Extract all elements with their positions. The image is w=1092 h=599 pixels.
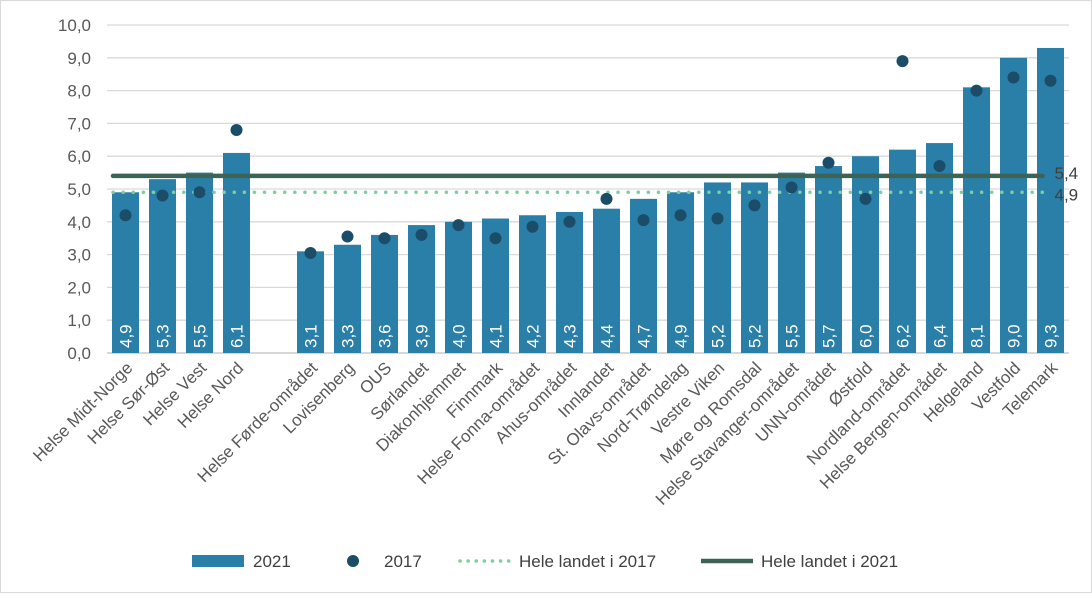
legend: 2021 2017 Hele landet i 2017 Hele landet i … — [192, 552, 898, 571]
dot-2017 — [526, 220, 539, 233]
dot-2017 — [452, 219, 465, 232]
dot-2017 — [230, 123, 243, 136]
bar — [297, 251, 324, 353]
bar — [223, 152, 250, 353]
bar — [445, 221, 472, 353]
bar — [1037, 47, 1064, 354]
dot-2017 — [600, 192, 613, 205]
bar-data-label: 3,9 — [413, 324, 432, 348]
dot-2017 — [378, 232, 391, 245]
bar-data-label: 4,3 — [561, 324, 580, 348]
legend-swatch-2021 — [192, 555, 244, 567]
bar-data-label: 3,3 — [339, 324, 358, 348]
bar-data-label: 6,1 — [228, 324, 247, 348]
bar-data-label: 5,5 — [191, 324, 210, 348]
bar-data-label: 4,7 — [635, 324, 654, 348]
dot-2017 — [637, 214, 650, 227]
dot-2017 — [1007, 71, 1020, 84]
bar-data-label: 4,4 — [598, 324, 617, 348]
legend-label-2021: 2021 — [253, 552, 291, 571]
dot-2017 — [822, 156, 835, 169]
y-tick-label: 1,0 — [67, 311, 91, 330]
dot-2017 — [563, 215, 576, 228]
legend-label-2017: 2017 — [384, 552, 422, 571]
bar-data-label: 3,6 — [376, 324, 395, 348]
bar-data-label: 4,9 — [672, 324, 691, 348]
bar — [815, 166, 842, 353]
bar — [704, 182, 731, 353]
bar — [1000, 57, 1027, 354]
legend-label-national-2021: Hele landet i 2021 — [761, 552, 898, 571]
y-tick-label: 0,0 — [67, 344, 91, 363]
dot-2017 — [933, 160, 946, 173]
dot-2017 — [859, 192, 872, 205]
bar — [556, 211, 583, 353]
legend-swatch-2017 — [347, 555, 359, 567]
dot-2017 — [896, 55, 909, 68]
y-tick-label: 6,0 — [67, 147, 91, 166]
legend-label-national-2017: Hele landet i 2017 — [519, 552, 656, 571]
y-tick-label: 8,0 — [67, 82, 91, 101]
bar-data-label: 5,5 — [783, 324, 802, 348]
bar — [334, 244, 361, 353]
bar — [408, 225, 435, 353]
dot-2017 — [193, 186, 206, 199]
y-tick-label: 7,0 — [67, 114, 91, 133]
dot-2017 — [156, 189, 169, 202]
dot-2017 — [970, 84, 983, 97]
bar-data-label: 8,1 — [968, 324, 987, 348]
dot-2017 — [674, 209, 687, 222]
bar-data-label: 4,0 — [450, 324, 469, 348]
bar — [186, 172, 213, 353]
y-tick-label: 9,0 — [67, 49, 91, 68]
bar — [371, 234, 398, 353]
bar-data-label: 9,3 — [1042, 324, 1061, 348]
national-2017-label: 4,9 — [1055, 185, 1079, 204]
dot-2017 — [119, 209, 132, 222]
bar-data-label: 9,0 — [1005, 324, 1024, 348]
bar — [889, 149, 916, 353]
dot-2017 — [785, 181, 798, 194]
y-tick-label: 2,0 — [67, 278, 91, 297]
bar-data-label: 5,2 — [746, 324, 765, 348]
y-tick-label: 5,0 — [67, 180, 91, 199]
dot-2017 — [341, 230, 354, 243]
dot-2017 — [304, 246, 317, 259]
bar — [778, 172, 805, 353]
bar — [519, 215, 546, 353]
bar-data-label: 4,9 — [117, 324, 136, 348]
bar — [149, 179, 176, 353]
bar-data-label: 5,3 — [154, 324, 173, 348]
bar-data-label: 6,4 — [931, 324, 950, 348]
dot-2017 — [711, 212, 724, 225]
bar-data-label: 5,7 — [820, 324, 839, 348]
dot-2017 — [1044, 74, 1057, 87]
dot-2017 — [415, 228, 428, 241]
bar — [963, 87, 990, 353]
bar-data-label: 6,2 — [894, 324, 913, 348]
bar-data-label: 3,1 — [302, 324, 321, 348]
bar-data-label: 4,2 — [524, 324, 543, 348]
bar-data-label: 4,1 — [487, 324, 506, 348]
bar-data-label: 6,0 — [857, 324, 876, 348]
bar-data-label: 5,2 — [709, 324, 728, 348]
bar — [852, 156, 879, 353]
bar — [593, 208, 620, 353]
national-2021-label: 5,4 — [1055, 164, 1079, 183]
dot-2017 — [489, 232, 502, 245]
y-tick-label: 3,0 — [67, 246, 91, 265]
y-tick-label: 4,0 — [67, 213, 91, 232]
y-tick-label: 10,0 — [58, 16, 91, 35]
dot-2017 — [748, 199, 761, 212]
